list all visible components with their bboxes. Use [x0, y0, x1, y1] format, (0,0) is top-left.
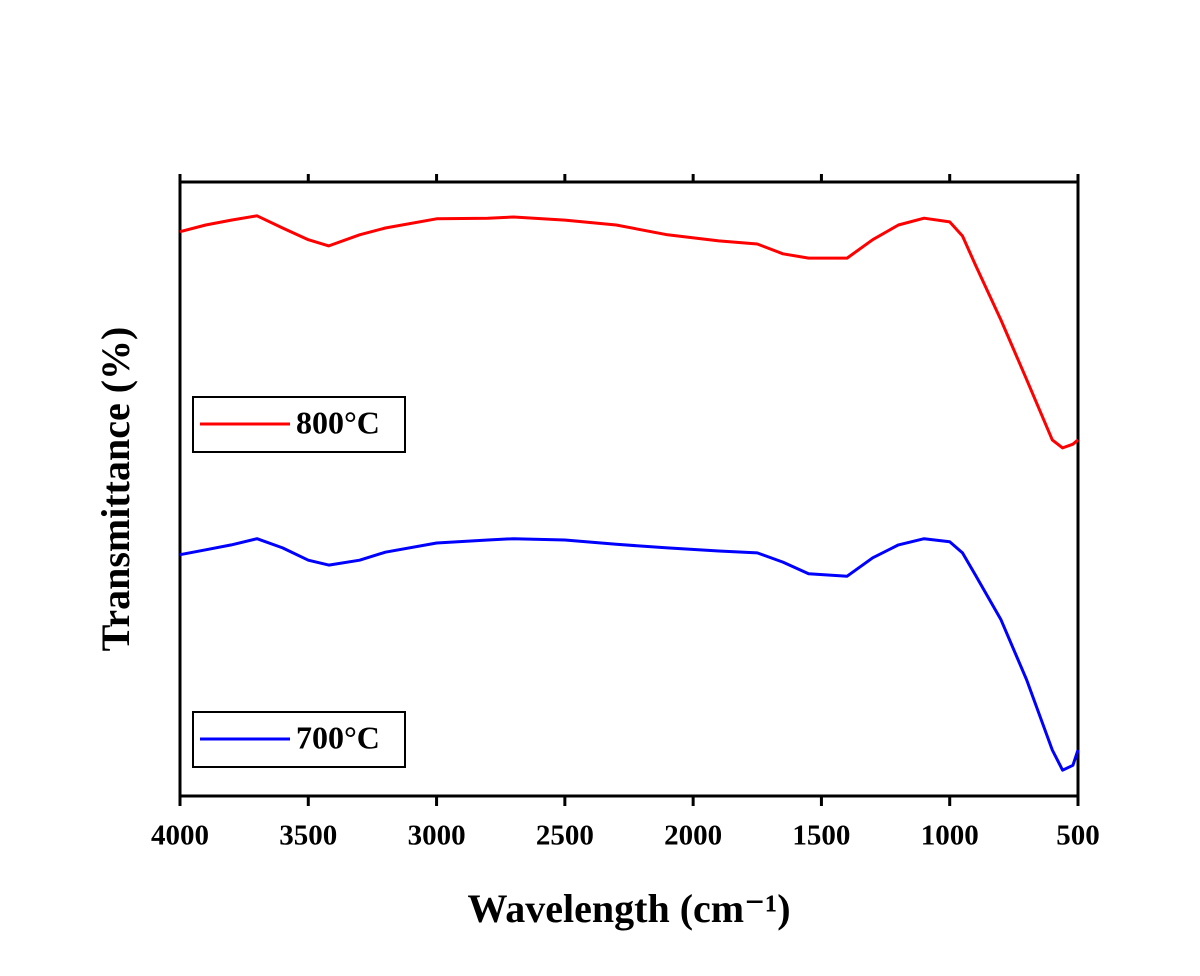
- line-series: [179, 537, 1080, 772]
- x-axis-label: Wavelength (cm⁻¹): [467, 886, 790, 931]
- y-axis-label: Transmittance (%): [93, 327, 138, 652]
- x-tick-label: 3000: [408, 820, 466, 852]
- x-tick-label: 1000: [921, 820, 979, 852]
- x-tick-label: 3500: [279, 820, 337, 852]
- legend-label: 800°C: [296, 404, 380, 440]
- plot-frame: [178, 180, 1080, 798]
- x-tick-label: 4000: [151, 820, 209, 852]
- x-tick-label: 2500: [536, 820, 594, 852]
- x-tick-label: 1500: [792, 820, 850, 852]
- legend-label: 700°C: [296, 719, 380, 755]
- x-tick-label: 2000: [664, 820, 722, 852]
- line-series: [179, 214, 1079, 450]
- x-tick-label: 500: [1056, 820, 1100, 852]
